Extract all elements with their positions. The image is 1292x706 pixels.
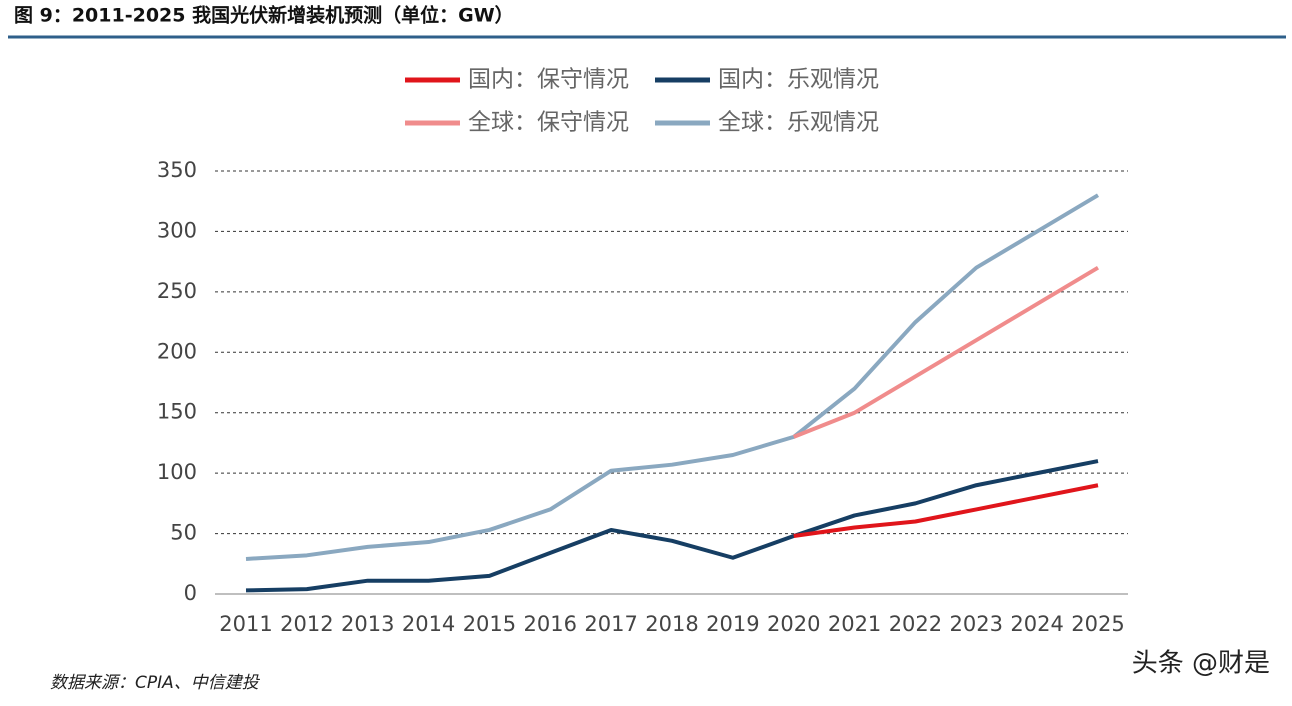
figure-title: 图 9：2011-2025 我国光伏新增装机预测（单位：GW） (14, 4, 514, 27)
series-line (792, 265, 1100, 439)
x-tick-label: 2011 (219, 612, 272, 636)
x-tick-label: 2019 (706, 612, 759, 636)
x-tick-label: 2012 (280, 612, 333, 636)
x-tick-label: 2016 (524, 612, 577, 636)
y-tick-label: 0 (184, 581, 197, 605)
y-tick-label: 150 (157, 400, 197, 424)
series-line (245, 459, 1099, 593)
series-line (793, 483, 1099, 538)
x-tick-label: 2014 (402, 612, 455, 636)
y-tick-label: 200 (157, 339, 197, 363)
y-tick-label: 250 (157, 279, 197, 303)
x-tick-label: 2021 (828, 612, 881, 636)
legend-label: 国内：保守情况 (468, 67, 629, 93)
x-tick-label: 2013 (341, 612, 394, 636)
y-tick-label: 350 (157, 158, 197, 182)
y-tick-label: 100 (157, 460, 197, 484)
y-tick-label: 300 (157, 218, 197, 242)
x-tick-label: 2018 (645, 612, 698, 636)
x-tick-label: 2023 (950, 612, 1003, 636)
x-tick-label: 2017 (584, 612, 637, 636)
x-tick-label: 2020 (767, 612, 820, 636)
legend-label: 全球：乐观情况 (718, 110, 879, 136)
y-tick-label: 50 (170, 521, 197, 545)
watermark: 头条 @财是 (1132, 649, 1270, 679)
legend-label: 全球：保守情况 (468, 110, 629, 136)
x-tick-label: 2024 (1010, 612, 1063, 636)
x-tick-label: 2022 (889, 612, 942, 636)
x-tick-label: 2015 (463, 612, 516, 636)
x-tick-label: 2025 (1071, 612, 1124, 636)
series-line (245, 193, 1100, 561)
legend-label: 国内：乐观情况 (718, 67, 879, 93)
source-note: 数据来源：CPIA、中信建投 (50, 673, 261, 693)
